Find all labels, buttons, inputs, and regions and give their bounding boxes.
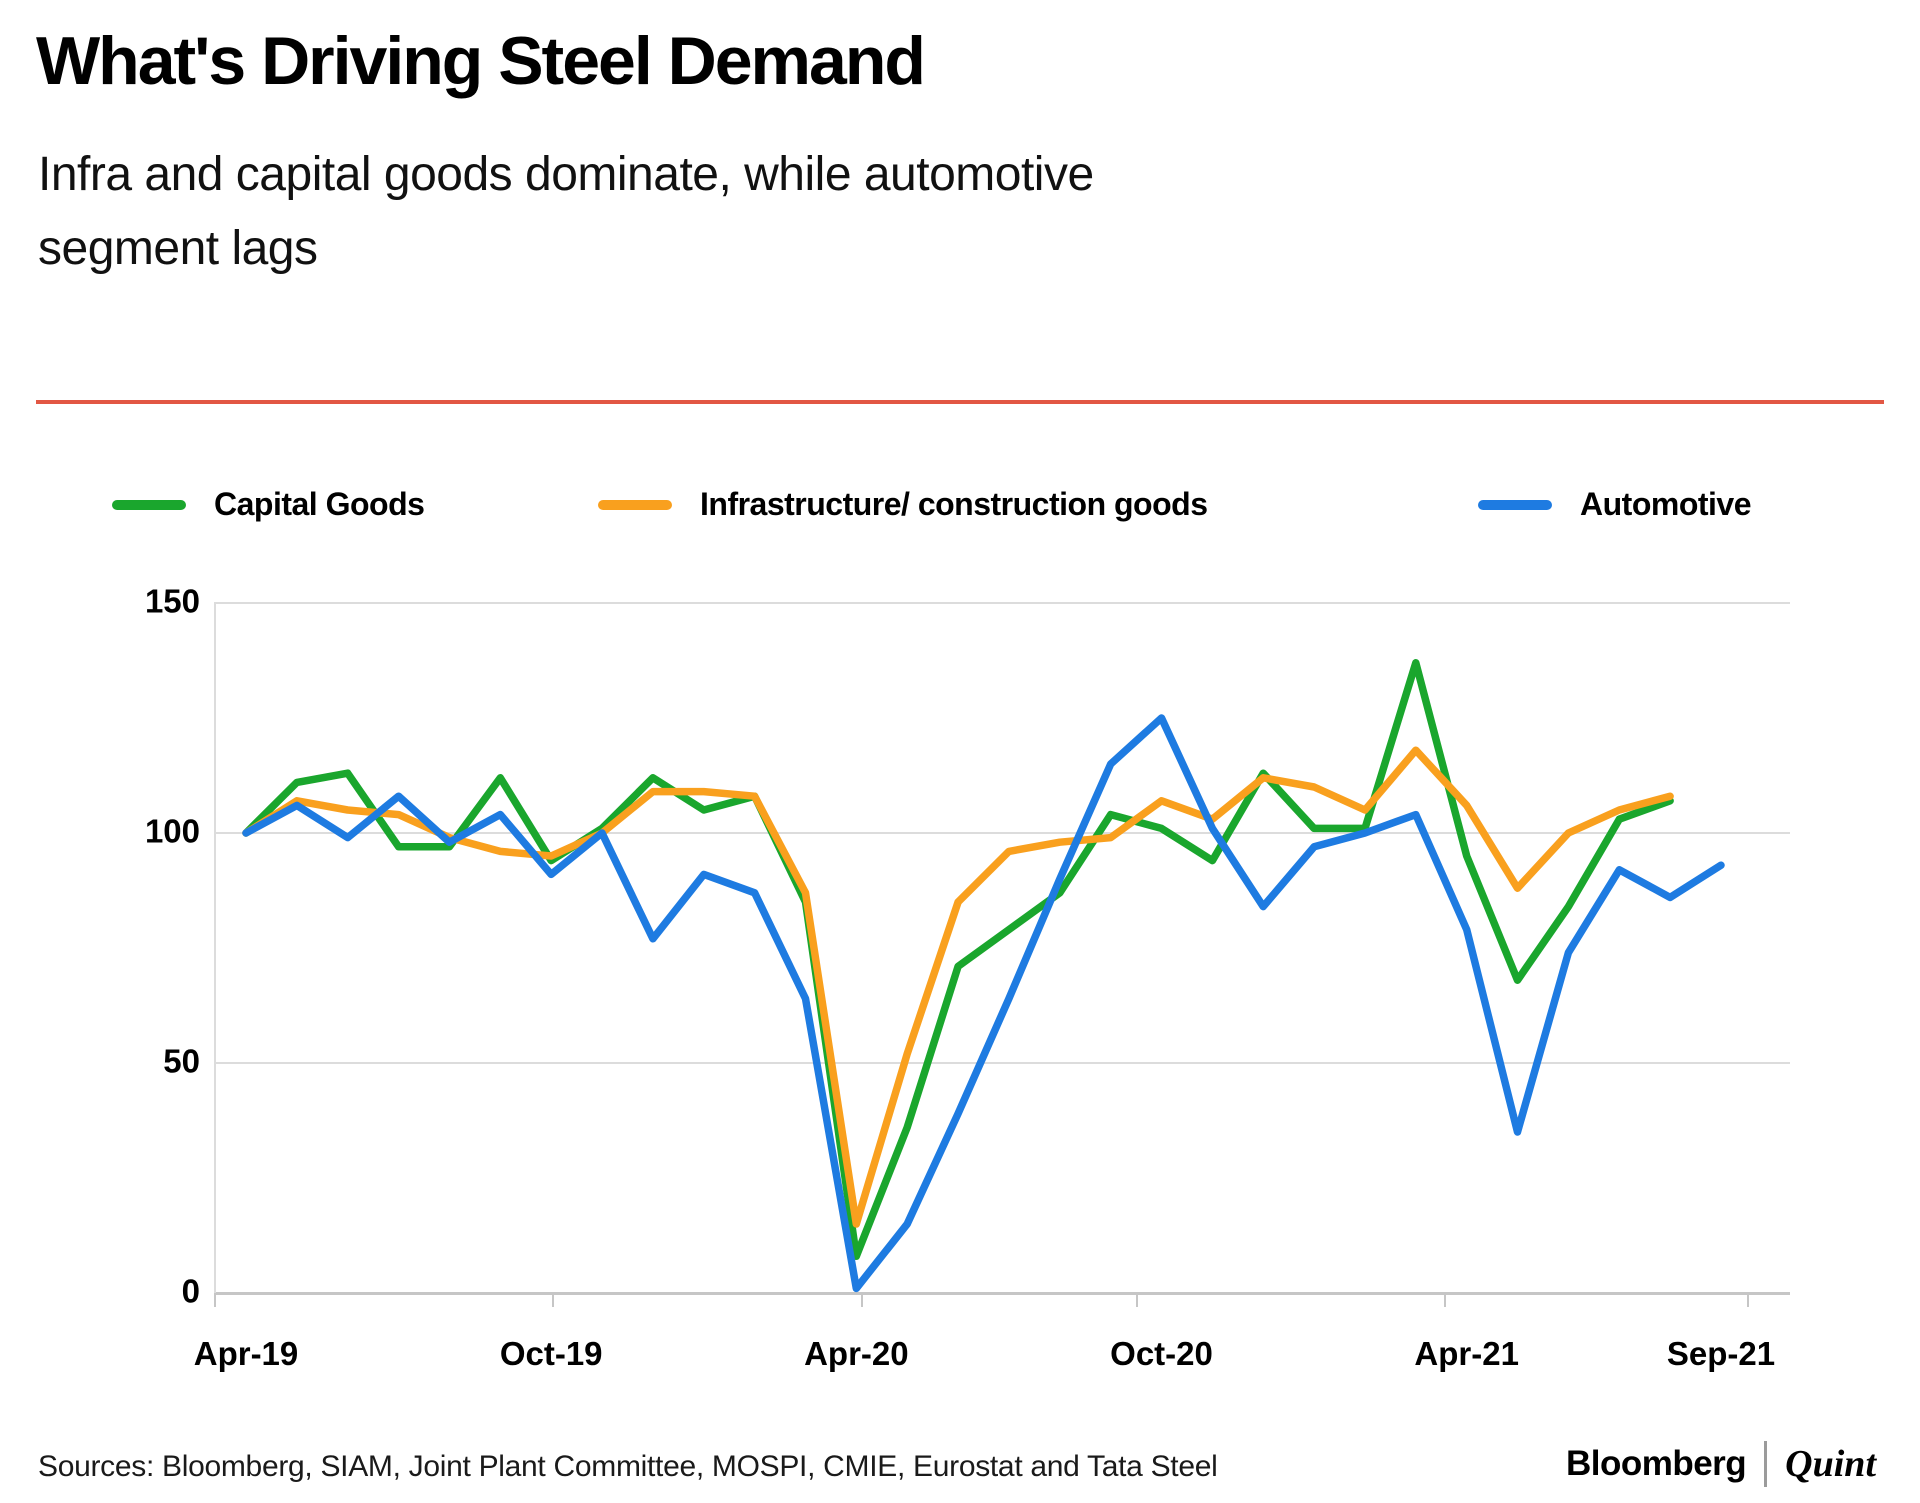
bloomberg-quint-logo: Bloomberg Quint — [1566, 1441, 1876, 1487]
quint-wordmark: Quint — [1785, 1443, 1876, 1485]
x-axis-tick-1 — [552, 1293, 554, 1307]
x-axis-label-Apr-20: Apr-20 — [804, 1335, 909, 1372]
y-axis-label-150: 150 — [144, 582, 200, 620]
source-attribution: Sources: Bloomberg, SIAM, Joint Plant Co… — [38, 1450, 1218, 1483]
legend-item-infrastructure-construction-goods: Infrastructure/ construction goods — [598, 486, 1208, 523]
bloomberg-wordmark: Bloomberg — [1565, 1444, 1747, 1483]
y-axis-label-50: 50 — [163, 1042, 200, 1080]
subtitle-line-1: Infra and capital goods dominate, while … — [38, 148, 1094, 201]
legend-swatch-icon — [1478, 499, 1552, 510]
gridline-150 — [214, 602, 1790, 604]
y-axis-label-100: 100 — [144, 812, 200, 850]
x-axis-tick-5 — [1747, 1293, 1749, 1307]
y-axis-line — [214, 603, 216, 1293]
x-axis-line — [214, 1292, 1790, 1295]
x-axis-tick-0 — [214, 1293, 216, 1307]
x-axis-label-Apr-19: Apr-19 — [193, 1335, 299, 1372]
legend-swatch-icon — [112, 499, 186, 510]
legend-item-automotive: Automotive — [1478, 486, 1752, 523]
legend-label: Automotive — [1580, 486, 1752, 522]
gridline-50 — [214, 1062, 1790, 1064]
page-title: What's Driving Steel Demand — [36, 23, 926, 99]
x-axis-label-Oct-20: Oct-20 — [1110, 1335, 1213, 1372]
x-axis-tick-2 — [861, 1293, 863, 1307]
series-line-automotive — [242, 714, 1725, 1293]
gridline-100 — [214, 832, 1790, 834]
x-axis-label-Sep-21: Sep-21 — [1666, 1335, 1776, 1372]
subtitle-line-2: segment lags — [38, 222, 318, 276]
legend-item-capital-goods: Capital Goods — [112, 486, 425, 523]
legend-label: Capital Goods — [214, 486, 425, 522]
x-axis-label-Apr-21: Apr-21 — [1414, 1335, 1519, 1372]
logo-separator — [1764, 1441, 1768, 1487]
series-line-capital-goods — [242, 659, 1674, 1260]
legend-label: Infrastructure/ construction goods — [700, 486, 1208, 522]
series-line-infrastructure-construction-goods — [242, 746, 1674, 1228]
page-subtitle: Infra and capital goods dominate, while … — [38, 138, 1538, 287]
y-axis-label-0: 0 — [181, 1272, 200, 1310]
legend-swatch-icon — [598, 499, 672, 510]
x-axis-tick-4 — [1444, 1293, 1446, 1307]
red-divider-rule — [36, 400, 1884, 404]
x-axis-label-Oct-19: Oct-19 — [499, 1335, 603, 1372]
x-axis-tick-3 — [1136, 1293, 1138, 1307]
